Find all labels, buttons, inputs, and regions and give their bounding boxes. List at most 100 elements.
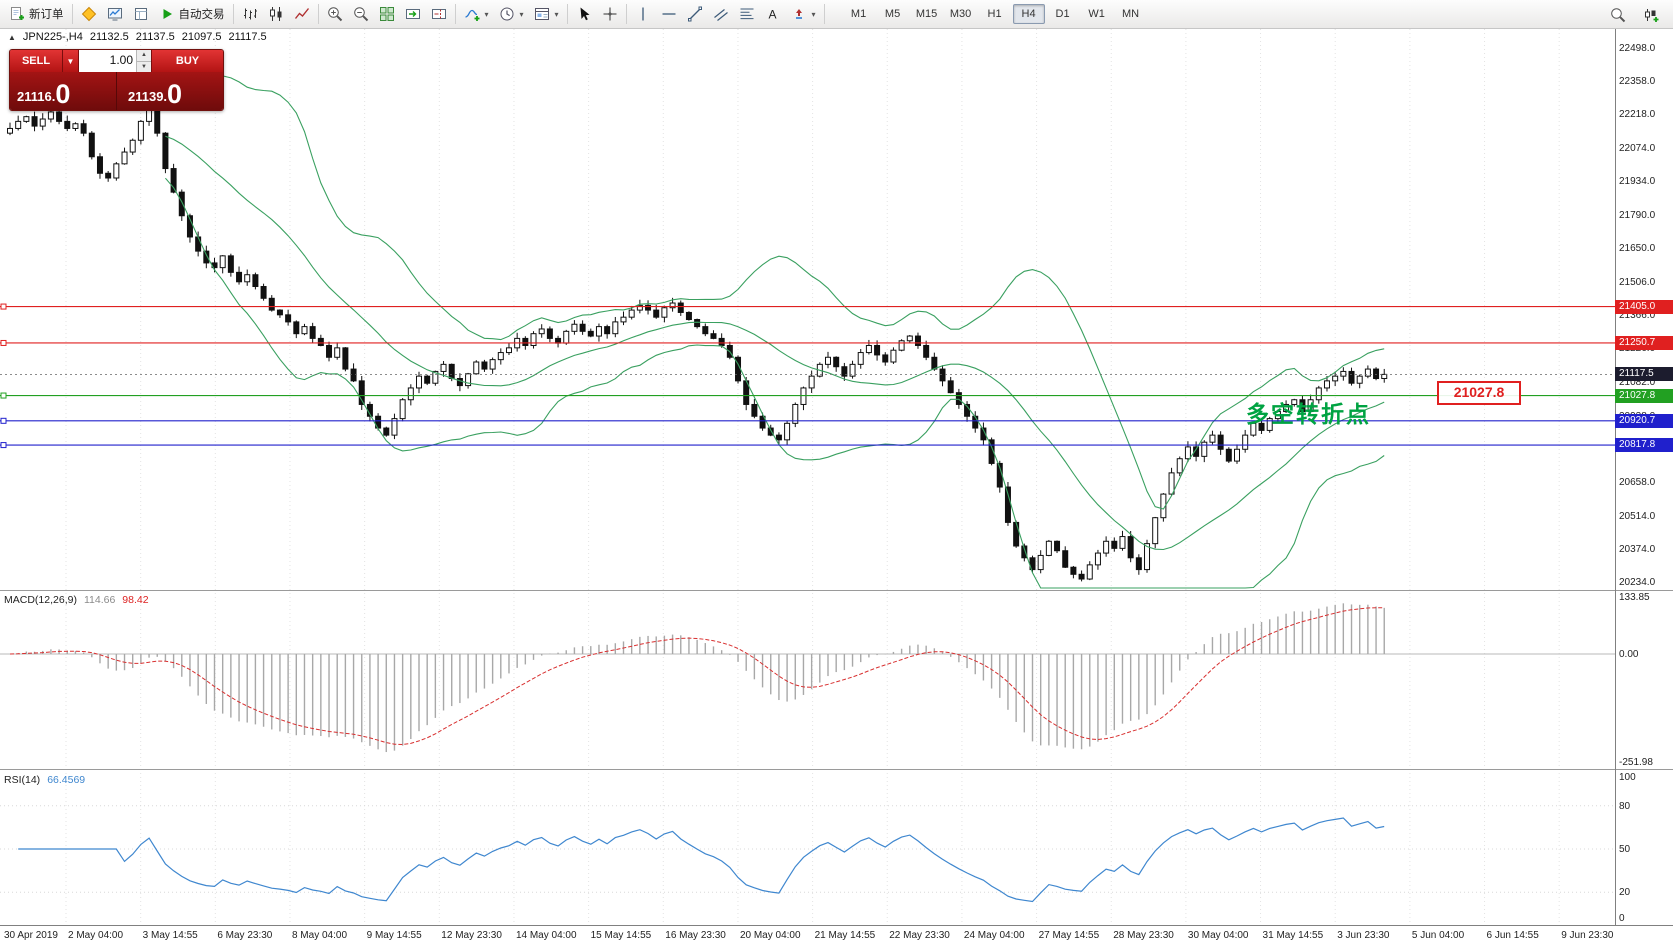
symbol-header: ▲ JPN225-,H4 21132.5 21137.5 21097.5 211…	[8, 31, 267, 43]
candlestick-chart-icon	[269, 7, 281, 21]
zoom-in-icon	[327, 7, 342, 22]
crosshair-button[interactable]	[597, 2, 623, 26]
timeframe-w1[interactable]: W1	[1088, 8, 1105, 20]
chart-shift-icon	[431, 9, 446, 19]
stepper-up-icon[interactable]: ▲	[137, 50, 151, 62]
price-chart-canvas[interactable]	[0, 29, 1673, 950]
timeframe-d1[interactable]: D1	[1055, 8, 1070, 20]
volume-value: 1.00	[109, 53, 133, 67]
cursor-icon	[580, 7, 590, 21]
autotrading-button[interactable]: 自动交易	[154, 2, 230, 26]
timeframe-m1[interactable]: M1	[850, 8, 867, 20]
new-order-label: 新订单	[29, 9, 64, 21]
svg-text:A: A	[768, 8, 776, 22]
zoom-in-button[interactable]	[322, 2, 348, 26]
macd-indicator-label: MACD(12,26,9) 114.66 98.42	[4, 594, 149, 606]
sell-button[interactable]: SELL	[10, 50, 63, 72]
line-handle[interactable]	[0, 339, 7, 346]
symbol-name: JPN225-,H4	[22, 31, 83, 43]
timeframe-m30[interactable]: M30	[949, 8, 972, 20]
tile-windows-button[interactable]	[374, 2, 400, 26]
new-order-icon	[11, 7, 24, 20]
trendline-button[interactable]	[682, 2, 708, 26]
autotrading-play-icon	[163, 9, 172, 19]
market-watch-icon	[107, 8, 122, 21]
arrows-tool-button[interactable]: ▾	[786, 2, 821, 26]
periods-button[interactable]: ▾	[494, 2, 529, 26]
timeframe-m15[interactable]: M15	[915, 8, 938, 20]
stepper-down-icon[interactable]: ▼	[137, 61, 151, 72]
channel-button[interactable]	[708, 2, 734, 26]
grid	[65, 29, 1560, 923]
sell-price-big-digit: 0	[55, 79, 71, 110]
line-chart-button[interactable]	[289, 2, 315, 26]
time-axis-label: 9 May 14:55	[366, 930, 422, 941]
timeframe-h1[interactable]: H1	[987, 8, 1002, 20]
panel-separators	[0, 29, 1673, 926]
arrows-tool-icon	[795, 9, 802, 19]
fibonacci-button[interactable]	[734, 2, 760, 26]
chart-wizard-icon	[81, 6, 96, 22]
timeframe-mn[interactable]: MN	[1122, 8, 1140, 20]
timeframe-m5[interactable]: M5	[884, 8, 901, 20]
time-axis-label: 30 May 04:00	[1187, 930, 1249, 941]
line-handle[interactable]	[0, 442, 7, 449]
templates-button[interactable]: ▾	[529, 2, 564, 26]
chevron-down-icon: ▾	[484, 9, 489, 19]
price-annotation-box: 21027.8	[1437, 381, 1521, 405]
toolbar-separator	[823, 4, 825, 24]
ohlc-close: 21117.5	[228, 31, 267, 43]
buy-button[interactable]: BUY	[152, 50, 223, 72]
ohlc-high: 21137.5	[135, 31, 175, 43]
timeframe-group: M1 M5 M15 M30 H1 H4 D1 W1 MN	[842, 4, 1148, 24]
macd-signal-value: 98.42	[122, 594, 149, 606]
line-handle[interactable]	[0, 303, 7, 310]
time-axis-label: 20 May 04:00	[739, 930, 801, 941]
turning-point-annotation: 多空转折点	[1246, 401, 1371, 427]
line-handle[interactable]	[0, 417, 7, 424]
time-axis-label: 16 May 23:30	[665, 930, 726, 941]
chart-shift-button[interactable]	[426, 2, 452, 26]
buy-price[interactable]: 21139. 0	[116, 72, 222, 110]
candles	[7, 101, 1388, 582]
crosshair-icon	[603, 7, 617, 21]
new-chart-button[interactable]	[1639, 3, 1665, 27]
autotrading-label: 自动交易	[178, 9, 225, 21]
chevron-down-icon: ▾	[519, 9, 524, 19]
timeframe-h4[interactable]: H4	[1012, 4, 1045, 24]
candlestick-chart-button[interactable]	[263, 2, 289, 26]
order-type-dropdown[interactable]: ▼	[63, 50, 79, 72]
zoom-out-icon	[353, 7, 368, 22]
chart-wizard-button[interactable]	[76, 2, 102, 26]
vertical-line-button[interactable]	[630, 2, 656, 26]
zoom-out-button[interactable]	[348, 2, 374, 26]
indicators-button[interactable]: ▾	[459, 2, 494, 26]
time-axis-label: 2 May 04:00	[68, 930, 124, 941]
market-watch-button[interactable]	[102, 2, 128, 26]
sell-price[interactable]: 21116. 0	[10, 72, 116, 110]
horizontal-line-icon	[662, 13, 676, 15]
indicators-icon	[464, 9, 479, 21]
horizontal-line-button[interactable]	[656, 2, 682, 26]
search-button[interactable]	[1605, 3, 1631, 27]
data-window-button[interactable]	[128, 2, 154, 26]
time-axis-label: 21 May 14:55	[814, 930, 876, 941]
bar-chart-button[interactable]	[237, 2, 263, 26]
volume-input[interactable]: 1.00 ▲ ▼	[79, 50, 152, 72]
text-tool-button[interactable]: A	[760, 2, 786, 26]
sell-price-main: 21116.	[17, 89, 56, 104]
chart-window[interactable]: ▲ JPN225-,H4 21132.5 21137.5 21097.5 211…	[0, 29, 1673, 950]
line-handle[interactable]	[0, 392, 7, 399]
chart-marker-icon: ▲	[8, 33, 16, 42]
ohlc-open: 21132.5	[89, 31, 129, 43]
new-order-button[interactable]: 新订单	[4, 2, 69, 26]
line-chart-icon	[294, 8, 309, 19]
rsi-indicator-label: RSI(14) 66.4569	[4, 774, 85, 786]
time-axis-label: 3 Jun 23:30	[1337, 930, 1390, 941]
cursor-button[interactable]	[571, 2, 597, 26]
text-tool-icon: A	[768, 8, 776, 22]
auto-scroll-button[interactable]	[400, 2, 426, 26]
time-axis-label: 22 May 23:30	[889, 930, 950, 941]
volume-stepper[interactable]: ▲ ▼	[136, 50, 151, 72]
search-icon	[1611, 8, 1626, 23]
